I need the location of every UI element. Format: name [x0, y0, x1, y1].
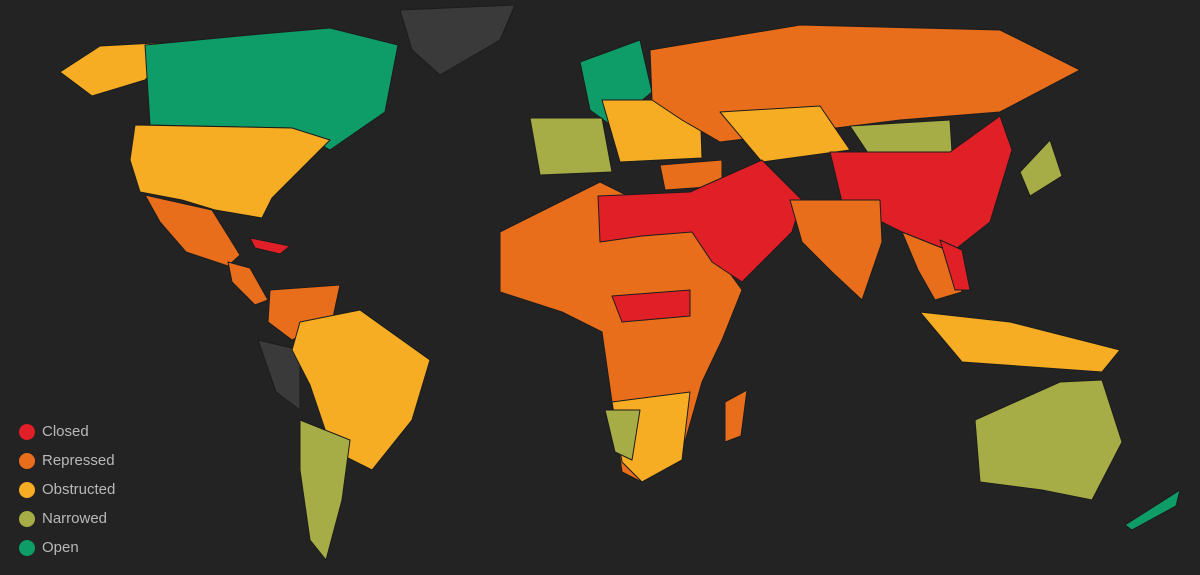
legend-label: Open — [42, 539, 79, 556]
brazil — [291, 309, 431, 471]
peru — [257, 339, 301, 411]
legend-label: Repressed — [42, 452, 115, 469]
legend-swatch — [19, 511, 35, 527]
cuba — [249, 237, 291, 255]
usa — [129, 124, 331, 219]
vietnam — [939, 239, 971, 291]
western-europe — [529, 117, 613, 176]
legend-swatch — [19, 482, 35, 498]
mexico — [144, 194, 241, 267]
new-zealand — [1124, 489, 1181, 531]
india — [789, 199, 883, 301]
legend-swatch — [19, 424, 35, 440]
legend-label: Narrowed — [42, 510, 107, 527]
greenland — [399, 4, 516, 76]
southern-cone — [299, 419, 351, 561]
madagascar — [724, 389, 748, 443]
australia — [974, 379, 1123, 501]
namibia — [604, 409, 641, 461]
japan — [1019, 139, 1063, 197]
legend: Closed Repressed Obstructed Narrowed Open — [19, 423, 115, 556]
central-asia — [719, 105, 851, 163]
legend-label: Obstructed — [42, 481, 115, 498]
central-africa — [611, 289, 691, 323]
legend-swatch — [19, 453, 35, 469]
legend-label: Closed — [42, 423, 89, 440]
indonesia — [919, 311, 1121, 373]
central-america — [227, 261, 269, 306]
countries — [59, 4, 1181, 561]
legend-swatch — [19, 540, 35, 556]
middle-east-north-africa — [597, 159, 803, 283]
